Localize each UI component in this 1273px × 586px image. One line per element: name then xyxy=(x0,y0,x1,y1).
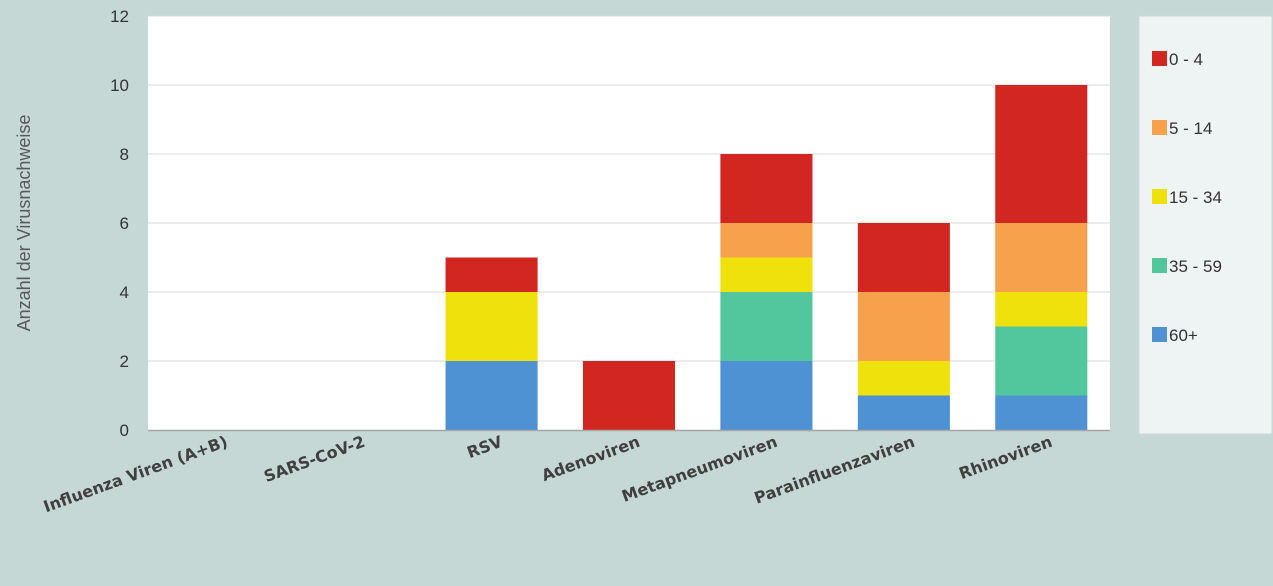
legend-label: 15 - 34 xyxy=(1169,188,1222,207)
x-category-label: SARS-CoV-2 xyxy=(261,432,367,486)
legend-label: 35 - 59 xyxy=(1169,257,1222,276)
legend-label: 60+ xyxy=(1169,326,1198,345)
bar-segment xyxy=(995,85,1088,223)
legend-swatch xyxy=(1152,120,1167,135)
y-tick-label: 0 xyxy=(120,421,129,440)
x-category-label: Rhinoviren xyxy=(956,432,1054,483)
y-tick-label: 2 xyxy=(120,352,129,371)
x-category-labels: Influenza Viren (A+B) SARS-CoV-2 RSV Adenov… xyxy=(41,432,1055,517)
legend-swatch xyxy=(1152,258,1167,273)
y-tick-label: 6 xyxy=(120,214,129,233)
bars-group xyxy=(445,85,1088,430)
y-tick-label: 8 xyxy=(120,145,129,164)
y-tick-label: 4 xyxy=(120,283,129,302)
bar-segment xyxy=(857,223,950,292)
legend-swatch xyxy=(1152,51,1167,66)
bar-segment xyxy=(857,395,950,430)
legend-swatch xyxy=(1152,327,1167,342)
y-axis-label: Anzahl der Virusnachweise xyxy=(14,115,34,332)
bar-segment xyxy=(720,361,813,430)
bar-segment xyxy=(720,154,813,223)
bar-segment xyxy=(857,292,950,361)
bar-segment xyxy=(995,223,1088,292)
bar-segment xyxy=(445,361,538,430)
legend-label: 0 - 4 xyxy=(1169,50,1203,69)
bar-segment xyxy=(445,257,538,292)
legend-box xyxy=(1138,15,1273,435)
gridlines xyxy=(148,15,1110,362)
legend-swatch xyxy=(1152,189,1167,204)
bar-segment xyxy=(720,223,813,258)
x-category-label: Influenza Viren (A+B) xyxy=(41,432,230,516)
x-category-label: RSV xyxy=(464,432,505,462)
legend-label: 5 - 14 xyxy=(1169,119,1212,138)
bar-segment xyxy=(445,292,538,361)
bar-segment xyxy=(995,292,1088,327)
x-category-label: Adenoviren xyxy=(539,432,642,485)
bar-segment xyxy=(582,361,676,430)
bar-segment xyxy=(995,326,1088,396)
y-tick-label: 10 xyxy=(110,76,129,95)
y-tick-labels: 0 2 4 6 8 10 12 xyxy=(110,7,129,440)
bar-segment xyxy=(720,292,813,361)
bar-segment xyxy=(995,395,1088,430)
y-tick-label: 12 xyxy=(110,7,129,26)
legend: 0 - 4 5 - 14 15 - 34 35 - 59 60+ xyxy=(1152,50,1222,345)
bar-segment xyxy=(720,257,813,292)
bar-segment xyxy=(857,361,950,396)
